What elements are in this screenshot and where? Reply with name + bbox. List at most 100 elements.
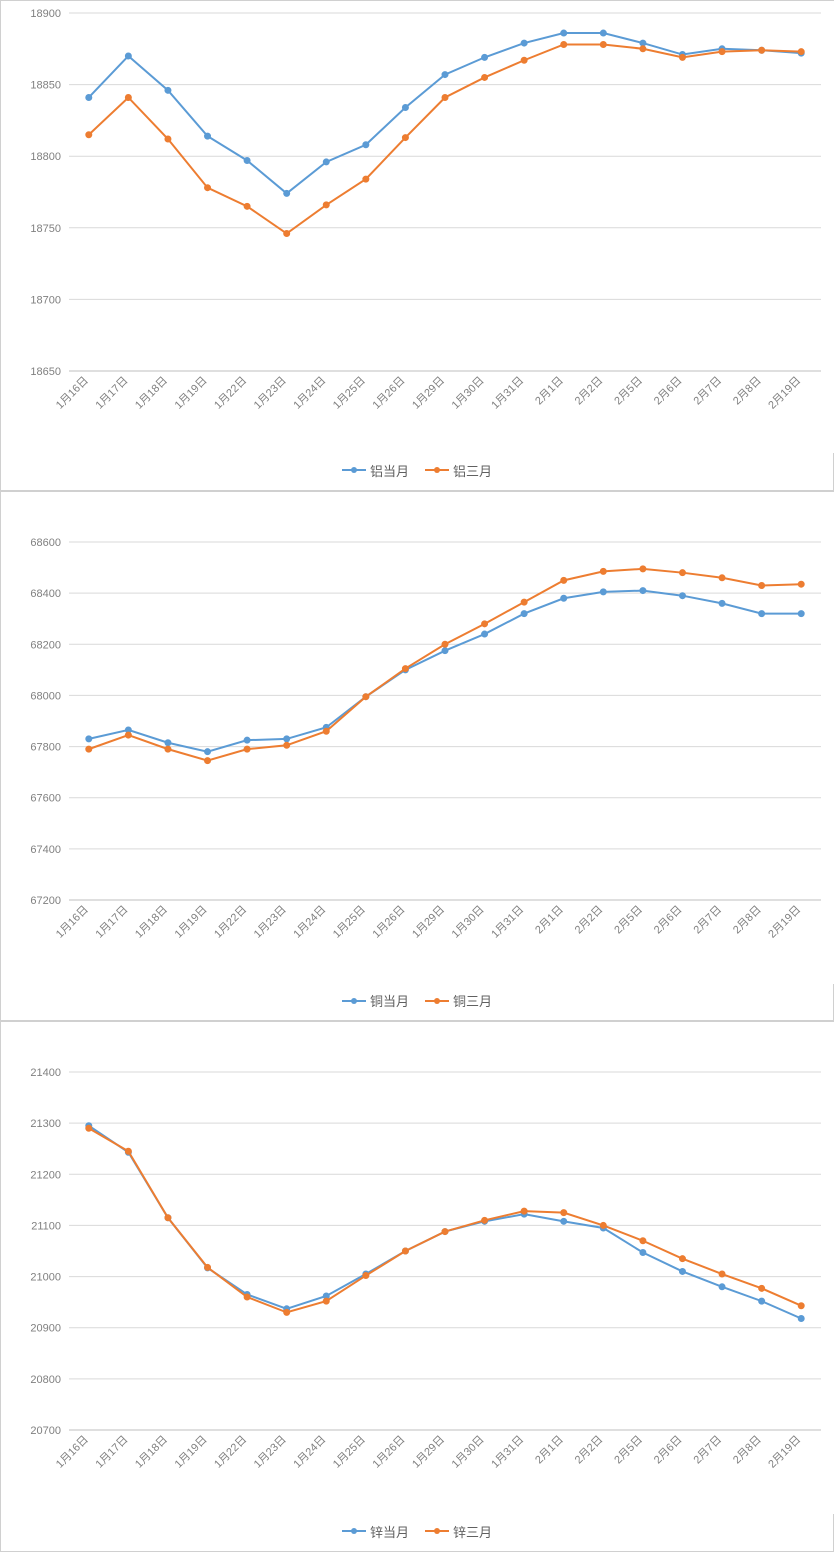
series-marker: [363, 693, 369, 699]
series-marker: [323, 202, 329, 208]
series-marker: [521, 1208, 527, 1214]
legend-label: 锌三月: [453, 1522, 492, 1541]
series-marker: [679, 1268, 685, 1274]
y-tick-label: 21100: [31, 1220, 61, 1232]
series-marker: [600, 588, 606, 594]
series-marker: [363, 142, 369, 148]
series-marker: [323, 728, 329, 734]
y-tick-label: 18700: [30, 294, 61, 306]
series-marker: [442, 647, 448, 653]
y-tick-label: 21000: [30, 1272, 61, 1284]
series-marker: [679, 569, 685, 575]
legend-swatch: [425, 469, 449, 471]
series-marker: [640, 1250, 646, 1256]
series-marker: [482, 1217, 488, 1223]
series-marker: [482, 620, 488, 626]
y-tick-label: 67800: [30, 741, 61, 753]
series-marker: [759, 582, 765, 588]
legend-label: 铝当月: [370, 461, 409, 480]
y-tick-label: 18900: [30, 8, 61, 20]
legend-item-0: 铜当月: [342, 991, 409, 1010]
series-marker: [561, 595, 567, 601]
series-marker: [323, 159, 329, 165]
series-marker: [205, 133, 211, 139]
series-marker: [165, 739, 171, 745]
series-marker: [442, 72, 448, 78]
series-marker: [679, 1256, 685, 1262]
series-marker: [244, 746, 250, 752]
legend-item-0: 铝当月: [342, 461, 409, 480]
series-marker: [165, 87, 171, 93]
zinc-legend: 锌当月 锌三月: [1, 1514, 833, 1551]
series-marker: [759, 1285, 765, 1291]
series-marker: [86, 735, 92, 741]
series-marker: [561, 42, 567, 48]
series-marker: [86, 746, 92, 752]
y-tick-label: 68600: [30, 537, 61, 549]
zinc-chart: 2070020800209002100021100212002130021400…: [0, 1021, 834, 1552]
copper-legend: 铜当月铜三月: [1, 984, 833, 1021]
series-marker: [719, 600, 725, 606]
series-marker: [86, 1125, 92, 1131]
series-marker: [125, 53, 131, 59]
series-marker: [244, 157, 250, 163]
legend-swatch: [425, 1530, 449, 1532]
series-marker: [205, 1264, 211, 1270]
series-marker: [205, 748, 211, 754]
y-tick-label: 21200: [30, 1169, 61, 1181]
series-marker: [798, 610, 804, 616]
legend-swatch: [425, 1000, 449, 1002]
legend-label: 铝三月: [453, 461, 492, 480]
series-marker: [482, 74, 488, 80]
series-marker: [482, 631, 488, 637]
series-marker: [165, 746, 171, 752]
series-marker: [284, 735, 290, 741]
series-marker: [244, 737, 250, 743]
series-marker: [284, 742, 290, 748]
legend-label: 锌当月: [370, 1522, 409, 1541]
series-marker: [402, 105, 408, 111]
series-marker: [798, 1303, 804, 1309]
series-marker: [561, 1218, 567, 1224]
series-marker: [719, 574, 725, 580]
y-tick-label: 21400: [30, 1067, 61, 1079]
legend-swatch: [342, 1000, 366, 1002]
series-marker: [482, 54, 488, 60]
y-tick-label: 68000: [30, 690, 61, 702]
series-marker: [600, 42, 606, 48]
series-marker: [125, 732, 131, 738]
y-tick-label: 20700: [30, 1425, 61, 1437]
series-marker: [323, 1298, 329, 1304]
series-marker: [284, 231, 290, 237]
series-marker: [165, 136, 171, 142]
y-tick-label: 68200: [30, 639, 61, 651]
y-tick-label: 21300: [30, 1118, 61, 1130]
aluminum-chart: 1865018700187501880018850189001月16日1月17日…: [0, 0, 834, 491]
series-marker: [86, 94, 92, 100]
legend-item-1: 铝三月: [425, 461, 492, 480]
series-marker: [640, 40, 646, 46]
y-tick-label: 18750: [30, 223, 61, 235]
series-marker: [86, 132, 92, 138]
series-marker: [640, 46, 646, 52]
legend-swatch: [342, 469, 366, 471]
y-tick-label: 67600: [30, 792, 61, 804]
series-marker: [244, 203, 250, 209]
series-marker: [640, 565, 646, 571]
series-marker: [125, 94, 131, 100]
series-marker: [363, 176, 369, 182]
legend-item-1: 铜三月: [425, 991, 492, 1010]
series-marker: [600, 568, 606, 574]
y-tick-label: 18800: [30, 151, 61, 163]
series-marker: [284, 1309, 290, 1315]
aluminum-legend: 铝当月 铝三月: [1, 453, 833, 490]
series-marker: [600, 1222, 606, 1228]
series-marker: [402, 135, 408, 141]
series-marker: [640, 587, 646, 593]
series-marker: [798, 1316, 804, 1322]
series-marker: [759, 610, 765, 616]
series-marker: [125, 1148, 131, 1154]
series-marker: [165, 1215, 171, 1221]
series-marker: [521, 599, 527, 605]
series-marker: [561, 577, 567, 583]
